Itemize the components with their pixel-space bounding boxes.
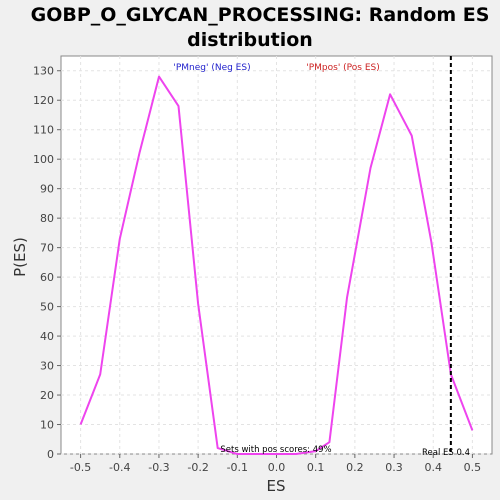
x-tick-label: 0.5 [464,461,482,474]
y-tick-label: 70 [40,242,54,255]
x-tick-label: -0.1 [227,461,248,474]
legend-pos: 'PMpos' (Pos ES) [306,63,380,73]
legend-neg: 'PMneg' (Neg ES) [173,63,250,73]
y-tick-label: 50 [40,301,54,314]
x-axis: -0.5 -0.4 -0.3 -0.2 -0.1 0.0 0.1 0.2 0.3 0.4 0.5 [70,454,481,474]
y-tick-label: 10 [40,419,54,432]
y-tick-label: 20 [40,389,54,402]
y-axis: 0 10 20 30 40 50 60 70 80 90 100 110 120 130 [33,65,61,461]
pos-scores-annotation: Sets with pos scores: 49% [220,445,331,455]
series-line [79,75,474,455]
x-tick-label: -0.5 [70,461,91,474]
x-axis-label: ES [267,477,286,495]
x-tick-label: 0.0 [268,461,286,474]
grid-lines [61,56,492,455]
x-tick-label: -0.4 [109,461,130,474]
y-tick-label: 120 [33,94,54,107]
x-tick-label: 0.4 [424,461,442,474]
y-tick-label: 90 [40,183,54,196]
y-tick-label: 100 [33,153,54,166]
y-tick-label: 110 [33,124,54,137]
y-tick-label: 80 [40,212,54,225]
y-tick-label: 130 [33,65,54,78]
x-tick-label: 0.2 [346,461,364,474]
y-tick-label: 0 [47,448,54,461]
chart-title-line1: GOBP_O_GLYCAN_PROCESSING: Random ES [31,4,490,26]
y-tick-label: 40 [40,330,54,343]
series-group [79,75,474,455]
y-tick-label: 30 [40,360,54,373]
x-tick-label: -0.2 [187,461,208,474]
chart-title-line2: distribution [187,29,313,51]
y-tick-label: 60 [40,271,54,284]
x-tick-label: -0.3 [148,461,169,474]
x-tick-label: 0.3 [385,461,403,474]
real-es-label: Real ES 0.4 [422,448,470,458]
y-axis-label: P(ES) [11,237,29,277]
x-tick-label: 0.1 [307,461,325,474]
